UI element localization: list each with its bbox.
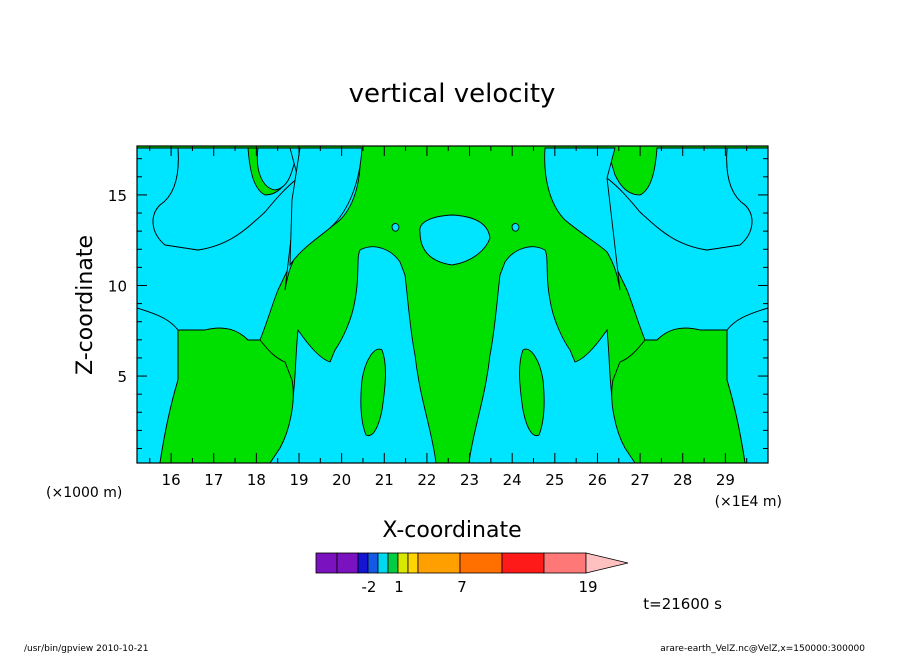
colorbar-swatch [501, 552, 545, 574]
x-tick-label: 29 [716, 471, 735, 489]
x-tick-label: 23 [460, 471, 479, 489]
colorbar-swatch [377, 552, 389, 574]
colorbar-tick-label: 7 [457, 578, 467, 596]
cyan-region [289, 147, 363, 267]
y-axis-label: Z-coordinate [73, 235, 98, 375]
x-tick-label: 22 [417, 471, 436, 489]
x-tick-label: 19 [289, 471, 308, 489]
colorbar-extend-arrow [585, 552, 629, 574]
y-tick-label: 10 [108, 277, 127, 295]
chart-title: vertical velocity [349, 79, 556, 109]
cyan-region [544, 147, 621, 291]
colorbar-swatch [407, 552, 419, 574]
x-axis-label: X-coordinate [382, 518, 521, 543]
colorbar-swatch [336, 552, 359, 574]
colorbar: -2 1 7 19 [315, 552, 629, 596]
colorbar-swatch [387, 552, 399, 574]
x-unit-right: (×1E4 m) [715, 494, 782, 510]
cyan-region [152, 147, 301, 251]
cyan-region [604, 147, 753, 251]
x-tick-label: 21 [375, 471, 394, 489]
x-tick-label: 20 [332, 471, 351, 489]
green-islands [159, 327, 746, 463]
x-tick-label: 26 [588, 471, 607, 489]
colorbar-swatch [315, 552, 338, 574]
colorbar-tick-label: 19 [578, 578, 597, 596]
colorbar-swatch [397, 552, 409, 574]
colorbar-swatch [417, 552, 461, 574]
footer-right: arare-earth_VelZ.nc@VelZ,x=150000:300000 [660, 644, 865, 654]
green-island [611, 327, 746, 463]
green-island [519, 348, 545, 437]
cyan-region [391, 223, 400, 232]
plot-frame [136, 145, 769, 464]
footer-left: /usr/bin/gpview 2010-10-21 [24, 644, 148, 654]
colorbar-swatch [543, 552, 587, 574]
colorbar-swatch [367, 552, 379, 574]
x-tick-label: 18 [247, 471, 266, 489]
y-tick-label: 15 [108, 187, 127, 205]
contour-regions [137, 147, 768, 463]
time-annotation: t=21600 s [643, 595, 722, 613]
green-island [159, 327, 294, 463]
y-tick-label: 5 [117, 368, 127, 386]
colorbar-tick-label: -2 [362, 578, 377, 596]
x-tick-label: 28 [673, 471, 692, 489]
x-tick-label: 27 [631, 471, 650, 489]
x-unit-left: (×1000 m) [46, 485, 122, 501]
x-tick-label: 25 [545, 471, 564, 489]
cyan-region [511, 223, 520, 232]
x-tick-label: 17 [204, 471, 223, 489]
colorbar-swatch [357, 552, 369, 574]
colorbar-tick-label: 1 [394, 578, 404, 596]
green-island [360, 348, 386, 437]
cyan-region [419, 214, 491, 266]
x-tick-label: 16 [162, 471, 181, 489]
x-axis-ticks: 16 17 18 19 20 21 22 23 24 25 26 27 28 29 [149, 146, 748, 489]
x-tick-label: 24 [503, 471, 522, 489]
colorbar-swatch [459, 552, 503, 574]
y-axis-ticks: 5 10 15 [108, 158, 768, 450]
plot-area: 16 17 18 19 20 21 22 23 24 25 26 27 28 29 5 10 15 [108, 145, 769, 489]
